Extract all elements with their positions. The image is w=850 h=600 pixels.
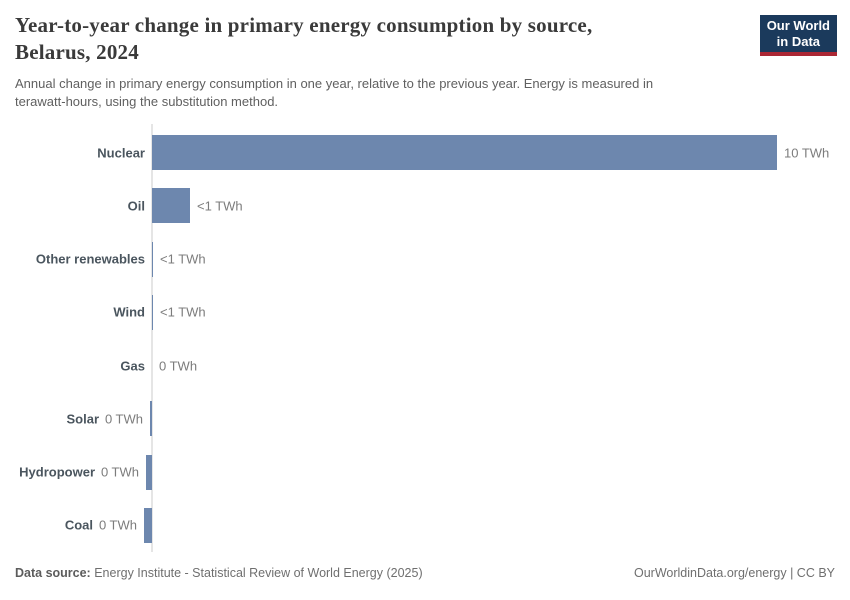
value-label-gas: 0 TWh bbox=[159, 358, 198, 374]
y-axis-line bbox=[151, 124, 153, 552]
category-label-other-renewables: Other renewables bbox=[35, 251, 145, 267]
owid-logo-line-1: Our World bbox=[766, 18, 830, 33]
category-label-nuclear: Nuclear bbox=[97, 145, 145, 161]
owid-logo[interactable]: Our World in Data bbox=[759, 15, 837, 56]
category-label-oil: Oil bbox=[127, 198, 145, 214]
value-label-nuclear: 10 TWh bbox=[784, 145, 830, 161]
chart-row-gas: Gas 0 TWh bbox=[15, 339, 835, 392]
data-source-text: Energy Institute - Statistical Review of… bbox=[94, 566, 423, 580]
bar-coal[interactable] bbox=[144, 507, 152, 543]
chart-row-oil: Oil <1 TWh bbox=[15, 179, 835, 232]
chart-row-hydropower: Hydropower 0 TWh bbox=[15, 446, 835, 499]
owid-logo-line-2: in Data bbox=[776, 34, 821, 49]
chart-row-nuclear: Nuclear 10 TWh bbox=[15, 126, 835, 179]
chart-row-solar: Solar 0 TWh bbox=[15, 392, 835, 445]
data-source-label: Data source: bbox=[15, 566, 91, 580]
value-label-hydropower: 0 TWh bbox=[100, 464, 139, 480]
chart-footer: Data source: Energy Institute - Statisti… bbox=[15, 565, 835, 581]
bar-oil[interactable] bbox=[152, 188, 190, 224]
chart-subtitle-line-1: Annual change in primary energy consumpt… bbox=[15, 76, 654, 91]
data-source: Data source: Energy Institute - Statisti… bbox=[15, 565, 423, 581]
category-label-wind: Wind bbox=[113, 304, 145, 320]
category-label-coal: Coal bbox=[64, 517, 93, 533]
category-label-gas: Gas bbox=[120, 358, 145, 374]
credit-link[interactable]: OurWorldinData.org/energy | CC BY bbox=[633, 566, 835, 580]
value-label-other-renewables: <1 TWh bbox=[160, 251, 206, 267]
chart-title-line-1: Year-to-year change in primary energy co… bbox=[15, 13, 593, 37]
chart-title: Year-to-year change in primary energy co… bbox=[15, 12, 735, 66]
value-label-wind: <1 TWh bbox=[160, 304, 206, 320]
bar-other-renewables[interactable] bbox=[152, 241, 153, 277]
chart-subtitle: Annual change in primary energy consumpt… bbox=[15, 75, 775, 110]
chart-row-wind: Wind <1 TWh bbox=[15, 286, 835, 339]
bar-wind[interactable] bbox=[152, 294, 153, 330]
category-label-hydropower: Hydropower bbox=[19, 464, 95, 480]
bar-nuclear[interactable] bbox=[152, 135, 777, 170]
value-label-oil: <1 TWh bbox=[197, 198, 243, 214]
chart-row-other-renewables: Other renewables <1 TWh bbox=[15, 233, 835, 286]
value-label-coal: 0 TWh bbox=[98, 517, 137, 533]
value-label-solar: 0 TWh bbox=[104, 411, 143, 427]
bar-chart: Nuclear 10 TWh Oil <1 TWh Other renewabl… bbox=[15, 124, 835, 552]
chart-rows: Nuclear 10 TWh Oil <1 TWh Other renewabl… bbox=[15, 126, 835, 552]
chart-title-line-2: Belarus, 2024 bbox=[15, 40, 139, 64]
chart-subtitle-line-2: terawatt-hours, using the substitution m… bbox=[15, 93, 279, 109]
category-label-solar: Solar bbox=[66, 411, 99, 427]
bar-solar[interactable] bbox=[150, 401, 152, 437]
chart-row-coal: Coal 0 TWh bbox=[15, 499, 835, 552]
bar-hydropower[interactable] bbox=[146, 454, 152, 490]
